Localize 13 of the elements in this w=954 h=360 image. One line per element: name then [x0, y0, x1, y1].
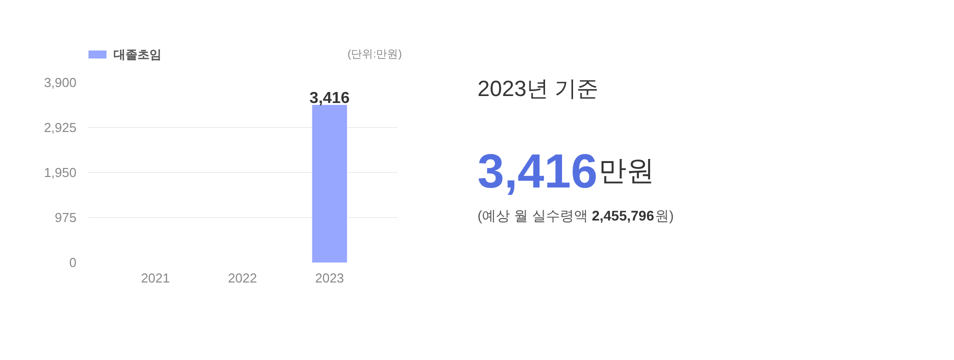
x-tick-label: 2023: [315, 270, 344, 286]
y-tick-label: 1,950: [44, 165, 77, 180]
legend-label: 대졸초임: [114, 48, 162, 62]
text: (단위:만원): [348, 48, 402, 60]
y-tick-label: 2,925: [44, 120, 77, 135]
y-tick-label: 975: [54, 210, 77, 225]
text: 2023년 기준: [478, 76, 599, 101]
y-tick-label: 0: [69, 255, 77, 270]
text: (예상 월 실수령액 2,455,796원): [478, 208, 674, 224]
x-tick-label: 2022: [228, 270, 257, 286]
x-tick-label: 2021: [140, 270, 170, 286]
y-tick-label: 3,900: [44, 75, 77, 90]
text: 3,416: [310, 90, 350, 107]
